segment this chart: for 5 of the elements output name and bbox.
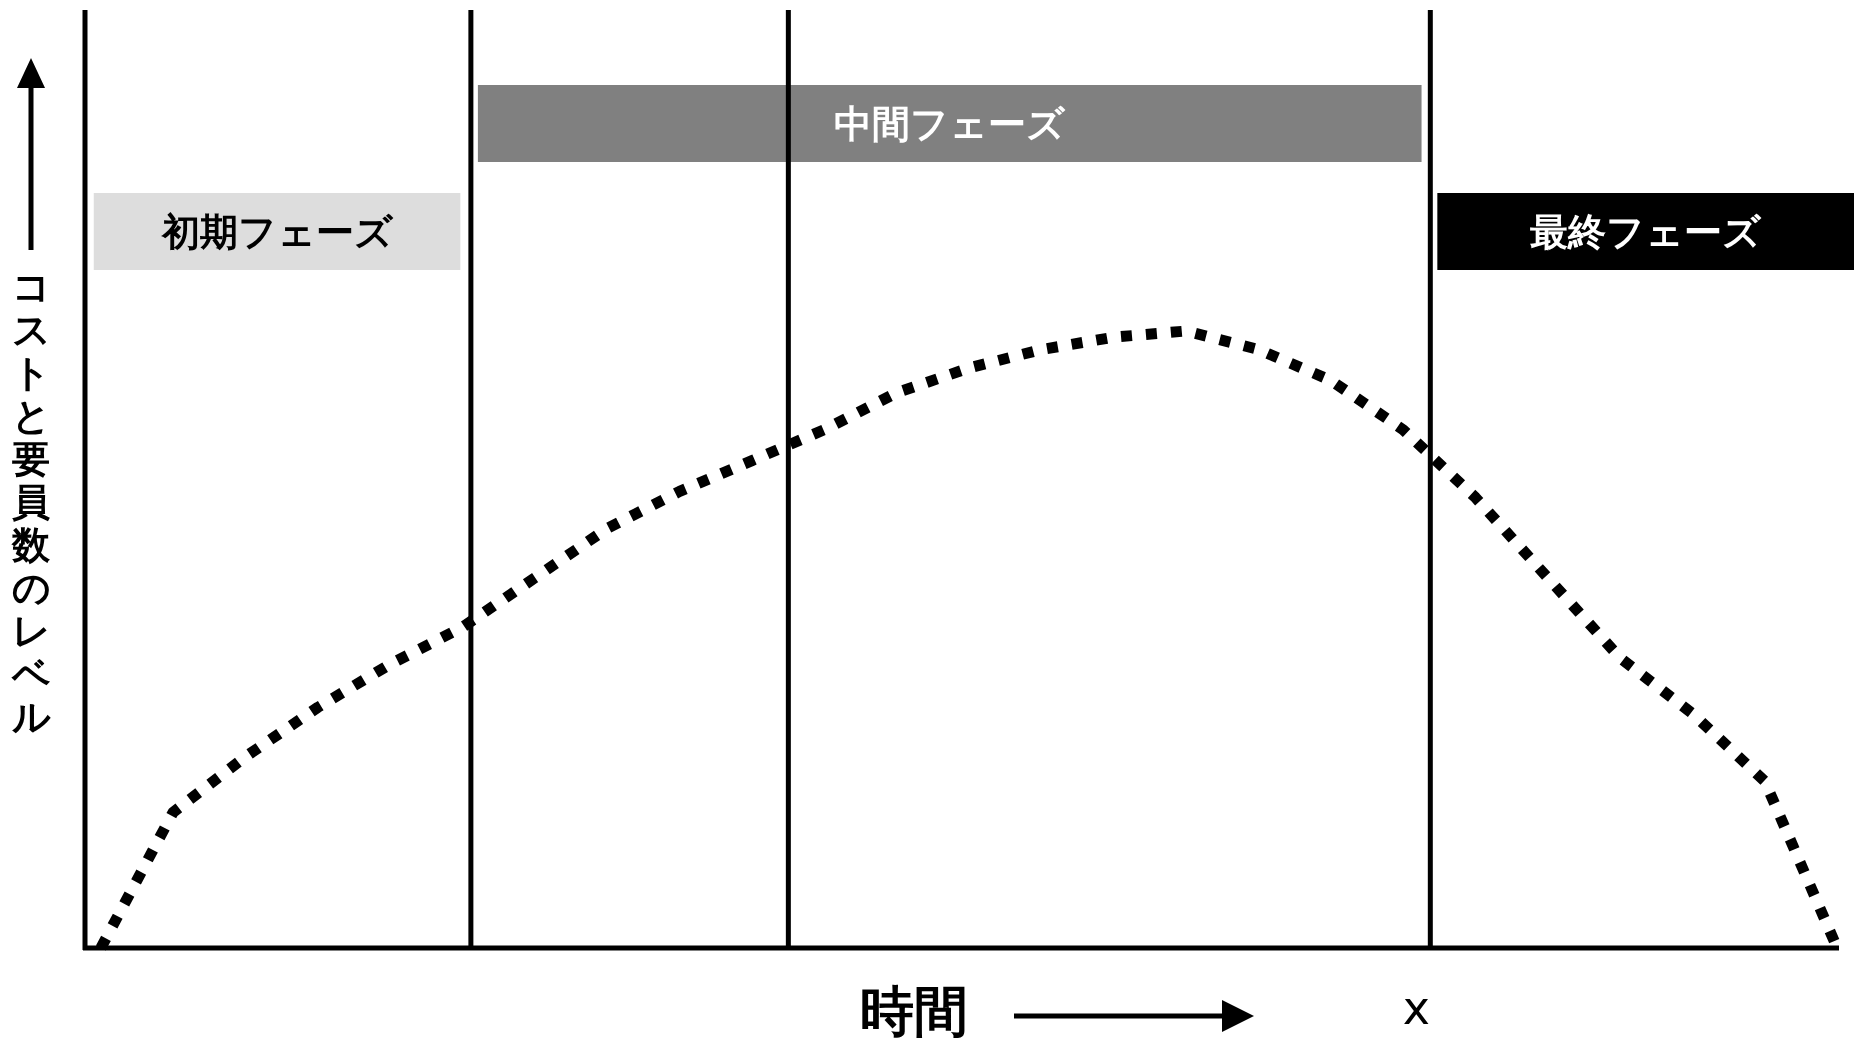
- text: コストと要員数のレベル: [11, 265, 51, 739]
- text: x: [1402, 981, 1430, 1035]
- text: 初期フェーズ: [160, 210, 394, 254]
- text: 中間フェーズ: [834, 102, 1067, 146]
- text: 最終フェーズ: [1530, 210, 1763, 254]
